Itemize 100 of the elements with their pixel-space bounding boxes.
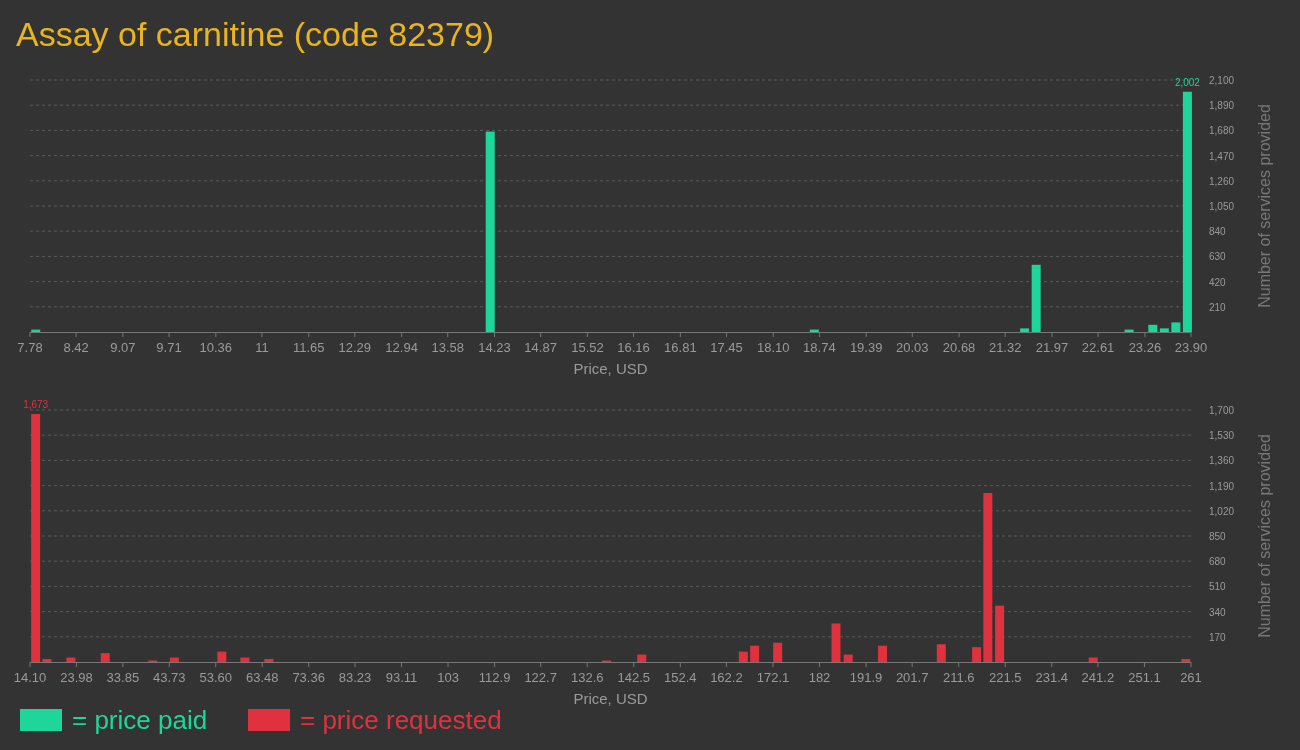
x-tick-label: 261 — [1180, 670, 1202, 685]
x-tick-label: 142.5 — [617, 670, 651, 685]
y-tick-label: 1,700 — [1209, 405, 1235, 416]
y-tick-label: 1,680 — [1209, 125, 1235, 137]
x-tick-label: 43.73 — [153, 670, 186, 685]
x-tick-label: 23.26 — [1128, 340, 1162, 355]
legend-label: = price paid — [72, 705, 208, 735]
y-tick-label: 1,530 — [1209, 430, 1235, 442]
y-tick-label: 1,260 — [1209, 175, 1235, 187]
x-tick-label: 9.71 — [156, 340, 182, 355]
y-tick-label: 2,100 — [1209, 75, 1235, 86]
x-tick-label: 18.74 — [803, 340, 836, 355]
bar — [995, 605, 1005, 662]
x-tick-label: 14.87 — [524, 340, 557, 355]
bar — [983, 493, 993, 662]
x-axis-title: Price, USD — [573, 690, 648, 707]
x-tick-label: 16.81 — [664, 340, 697, 355]
bar — [217, 651, 227, 662]
x-tick-label: 241.2 — [1081, 670, 1115, 685]
x-tick-label: 12.94 — [385, 340, 418, 355]
y-tick-label: 1,020 — [1209, 505, 1235, 517]
y-tick-label: 340 — [1209, 606, 1227, 618]
y-tick-label: 1,470 — [1209, 150, 1235, 162]
bar — [1088, 657, 1098, 662]
x-tick-label: 7.78 — [17, 340, 43, 355]
bar — [831, 623, 841, 662]
x-tick-label: 93.11 — [385, 670, 418, 685]
x-tick-label: 15.52 — [571, 340, 604, 355]
x-tick-label: 83.23 — [338, 670, 372, 685]
x-tick-label: 251.1 — [1128, 670, 1161, 685]
x-tick-label: 152.4 — [664, 670, 697, 685]
bar — [31, 414, 41, 662]
x-tick-label: 16.16 — [617, 340, 650, 355]
legend-label: = price requested — [300, 705, 502, 735]
bar — [1148, 324, 1158, 332]
x-tick-label: 20.68 — [942, 340, 976, 355]
y-tick-label: 850 — [1209, 531, 1227, 542]
x-tick-label: 13.58 — [431, 340, 464, 355]
x-tick-label: 17.45 — [710, 340, 743, 355]
bar — [66, 657, 76, 662]
y-tick-label: 420 — [1209, 276, 1227, 288]
y-tick-label: 1,360 — [1209, 455, 1235, 467]
bar — [42, 659, 52, 662]
x-tick-label: 53.60 — [199, 670, 233, 685]
x-tick-label: 8.42 — [63, 340, 89, 355]
x-tick-label: 182 — [808, 670, 831, 685]
x-tick-label: 231.4 — [1035, 670, 1069, 685]
x-tick-label: 73.36 — [292, 670, 325, 685]
bar — [750, 645, 760, 662]
bar — [738, 651, 748, 662]
y-tick-label: 1,050 — [1209, 201, 1235, 212]
x-tick-label: 63.48 — [245, 670, 279, 685]
x-tick-label: 10.36 — [199, 340, 233, 355]
x-tick-label: 172.1 — [756, 670, 790, 685]
x-tick-label: 11.65 — [292, 340, 325, 355]
y-tick-label: 1,890 — [1209, 100, 1235, 112]
x-axis-title: Price, USD — [573, 360, 648, 377]
x-tick-label: 21.32 — [988, 340, 1022, 355]
bar — [100, 653, 110, 662]
x-tick-label: 162.2 — [710, 670, 743, 685]
x-tick-label: 9.07 — [110, 340, 136, 355]
x-tick-label: 21.97 — [1035, 340, 1069, 355]
bar — [773, 642, 783, 662]
x-tick-label: 33.85 — [106, 670, 140, 685]
bar — [264, 659, 274, 662]
bar — [878, 645, 888, 662]
y-tick-label: 210 — [1209, 301, 1227, 313]
x-tick-label: 12.29 — [338, 340, 372, 355]
x-tick-label: 23.90 — [1174, 340, 1208, 355]
bar — [637, 654, 647, 662]
data-label: 2,002 — [1174, 76, 1201, 88]
x-tick-label: 23.98 — [60, 670, 93, 685]
x-tick-label: 14.23 — [478, 340, 511, 355]
bar — [1159, 328, 1169, 332]
data-label: 1,673 — [23, 399, 49, 410]
y-tick-label: 170 — [1209, 631, 1227, 643]
bar — [1171, 322, 1181, 332]
x-tick-label: 122.7 — [524, 670, 557, 685]
y-tick-label: 630 — [1209, 251, 1227, 263]
x-tick-label: 191.9 — [849, 670, 883, 685]
x-tick-label: 20.03 — [896, 340, 929, 355]
bar — [485, 131, 495, 332]
y-tick-label: 510 — [1209, 581, 1227, 593]
x-tick-label: 11 — [255, 340, 269, 355]
bar — [972, 647, 982, 662]
x-tick-label: 14.10 — [13, 670, 47, 685]
bar — [1182, 91, 1192, 332]
x-tick-label: 19.39 — [849, 340, 883, 355]
y-axis-title: Number of services provided — [1256, 104, 1273, 308]
bar — [1181, 659, 1191, 662]
x-tick-label: 112.9 — [478, 670, 511, 685]
bar — [843, 654, 853, 662]
y-tick-label: 680 — [1209, 556, 1227, 568]
bar — [936, 644, 946, 662]
chart-title: Assay of carnitine (code 82379) — [16, 15, 495, 53]
x-tick-label: 103 — [437, 670, 459, 685]
x-tick-label: 18.10 — [757, 340, 790, 355]
bar — [240, 657, 250, 662]
x-tick-label: 221.5 — [988, 670, 1022, 685]
y-tick-label: 1,190 — [1209, 480, 1235, 492]
